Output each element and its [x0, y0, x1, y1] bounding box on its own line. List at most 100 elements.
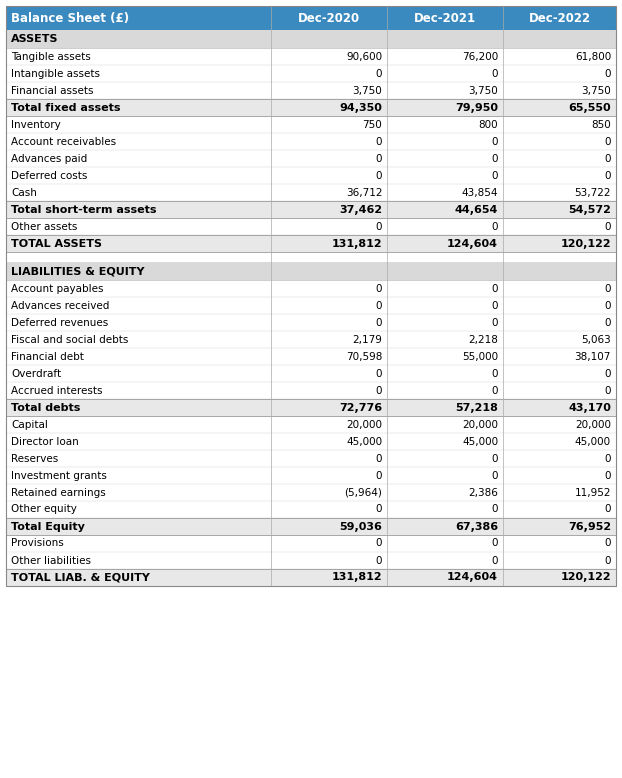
Text: Deferred revenues: Deferred revenues — [11, 317, 108, 328]
Text: 37,462: 37,462 — [339, 205, 383, 215]
Text: 0: 0 — [491, 136, 498, 146]
Text: 124,604: 124,604 — [447, 573, 498, 583]
Text: 0: 0 — [376, 504, 383, 514]
Bar — [6, 30, 616, 48]
Text: 59,036: 59,036 — [340, 521, 383, 531]
Text: 0: 0 — [491, 153, 498, 163]
Text: 2,218: 2,218 — [468, 335, 498, 345]
Bar — [6, 501, 616, 518]
Bar — [6, 235, 616, 252]
Bar — [6, 116, 616, 133]
Text: Total debts: Total debts — [11, 402, 80, 412]
Bar — [6, 252, 616, 262]
Text: Dec-2021: Dec-2021 — [414, 12, 476, 24]
Text: 5,063: 5,063 — [581, 335, 611, 345]
Text: 124,604: 124,604 — [447, 239, 498, 248]
Text: Other liabilities: Other liabilities — [11, 555, 91, 566]
Text: Advances paid: Advances paid — [11, 153, 87, 163]
Bar — [6, 399, 616, 416]
Text: 3,750: 3,750 — [353, 86, 383, 96]
Text: 0: 0 — [605, 471, 611, 481]
Text: 0: 0 — [376, 471, 383, 481]
Text: 43,854: 43,854 — [462, 187, 498, 198]
Text: 0: 0 — [491, 471, 498, 481]
Bar — [6, 48, 616, 65]
Text: Overdraft: Overdraft — [11, 369, 61, 379]
Text: 0: 0 — [605, 222, 611, 232]
Text: Other equity: Other equity — [11, 504, 77, 514]
Text: TOTAL ASSETS: TOTAL ASSETS — [11, 239, 102, 248]
Text: Retained earnings: Retained earnings — [11, 488, 106, 497]
Bar — [6, 82, 616, 99]
Text: 0: 0 — [491, 555, 498, 566]
Text: 0: 0 — [605, 153, 611, 163]
Bar — [6, 6, 616, 586]
Text: Total fixed assets: Total fixed assets — [11, 103, 121, 113]
Text: Advances received: Advances received — [11, 300, 109, 310]
Text: 0: 0 — [491, 170, 498, 180]
Text: 0: 0 — [605, 300, 611, 310]
Text: 76,200: 76,200 — [462, 51, 498, 61]
Text: 53,722: 53,722 — [575, 187, 611, 198]
Text: 45,000: 45,000 — [462, 436, 498, 447]
Text: Account receivables: Account receivables — [11, 136, 116, 146]
Text: 3,750: 3,750 — [468, 86, 498, 96]
Text: 70,598: 70,598 — [346, 352, 383, 362]
Text: 0: 0 — [491, 283, 498, 293]
Text: 0: 0 — [605, 283, 611, 293]
Text: 0: 0 — [605, 369, 611, 379]
Bar — [6, 262, 616, 280]
Bar — [6, 433, 616, 450]
Text: 55,000: 55,000 — [462, 352, 498, 362]
Bar — [6, 184, 616, 201]
Text: Other assets: Other assets — [11, 222, 77, 232]
Text: 0: 0 — [605, 317, 611, 328]
Text: 44,654: 44,654 — [455, 205, 498, 215]
Text: Accrued interests: Accrued interests — [11, 386, 103, 395]
Text: Inventory: Inventory — [11, 120, 61, 129]
Bar — [6, 65, 616, 82]
Text: Investment grants: Investment grants — [11, 471, 107, 481]
Text: Deferred costs: Deferred costs — [11, 170, 87, 180]
Text: 90,600: 90,600 — [346, 51, 383, 61]
Text: 0: 0 — [376, 136, 383, 146]
Bar — [6, 99, 616, 116]
Text: Financial debt: Financial debt — [11, 352, 84, 362]
Text: Balance Sheet (£): Balance Sheet (£) — [11, 12, 129, 24]
Text: 0: 0 — [491, 454, 498, 464]
Bar — [6, 569, 616, 586]
Text: 0: 0 — [376, 317, 383, 328]
Text: 0: 0 — [491, 222, 498, 232]
Text: 57,218: 57,218 — [455, 402, 498, 412]
Bar — [6, 518, 616, 535]
Bar — [6, 201, 616, 218]
Text: 0: 0 — [605, 68, 611, 79]
Text: 750: 750 — [363, 120, 383, 129]
Text: 0: 0 — [605, 170, 611, 180]
Text: 0: 0 — [605, 386, 611, 395]
Text: 131,812: 131,812 — [332, 573, 383, 583]
Bar — [6, 348, 616, 365]
Text: 0: 0 — [376, 153, 383, 163]
Bar — [6, 280, 616, 297]
Text: 65,550: 65,550 — [569, 103, 611, 113]
Text: 120,122: 120,122 — [560, 239, 611, 248]
Bar — [6, 218, 616, 235]
Text: 0: 0 — [376, 300, 383, 310]
Text: 0: 0 — [376, 454, 383, 464]
Text: 38,107: 38,107 — [575, 352, 611, 362]
Text: 0: 0 — [491, 369, 498, 379]
Text: 0: 0 — [491, 317, 498, 328]
Text: 43,170: 43,170 — [568, 402, 611, 412]
Text: Cash: Cash — [11, 187, 37, 198]
Bar — [6, 314, 616, 331]
Text: 61,800: 61,800 — [575, 51, 611, 61]
Text: 72,776: 72,776 — [339, 402, 383, 412]
Text: Account payables: Account payables — [11, 283, 103, 293]
Text: 2,179: 2,179 — [353, 335, 383, 345]
Text: Dec-2022: Dec-2022 — [529, 12, 591, 24]
Bar — [6, 331, 616, 348]
Text: 0: 0 — [376, 283, 383, 293]
Text: 0: 0 — [605, 136, 611, 146]
Text: 0: 0 — [376, 369, 383, 379]
